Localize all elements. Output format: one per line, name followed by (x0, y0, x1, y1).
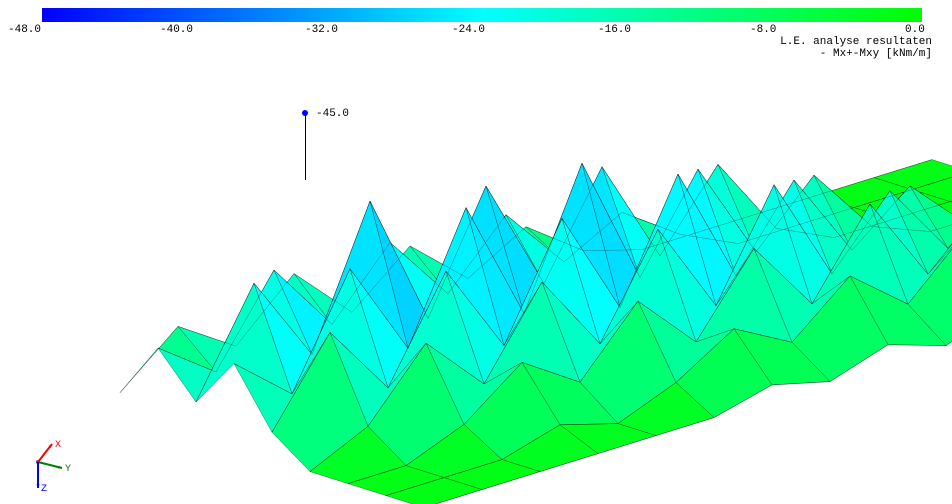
result-surface (0, 0, 952, 504)
axis-label-y: Y (65, 464, 71, 475)
axis-triad: X Y Z (16, 432, 76, 492)
peak-callout-value: -45.0 (316, 108, 349, 120)
peak-callout-marker (302, 110, 308, 116)
axis-label-z: Z (41, 484, 47, 492)
axis-label-x: X (55, 440, 61, 451)
peak-callout-stem (305, 113, 306, 180)
